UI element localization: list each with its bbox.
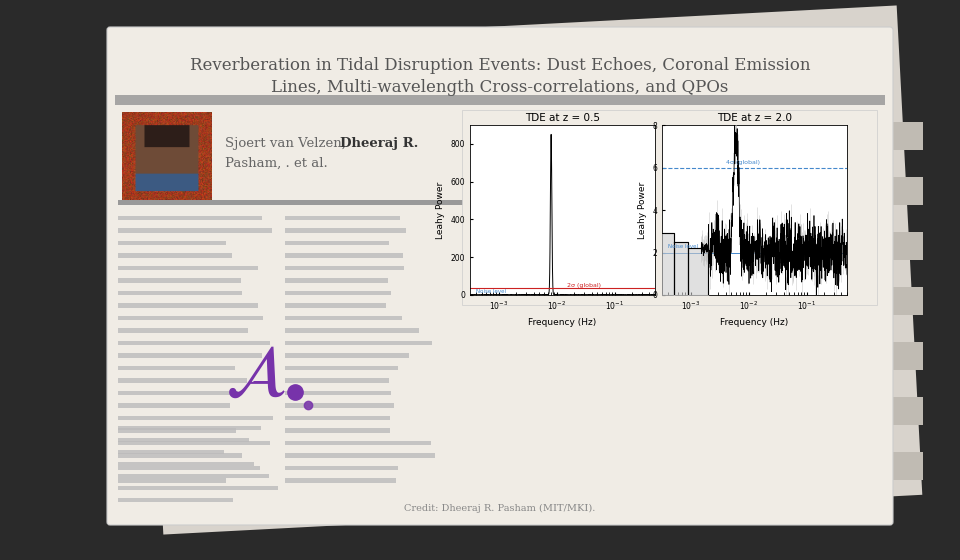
Bar: [118, 486, 277, 490]
Bar: [285, 278, 388, 282]
Bar: [645, 146, 753, 150]
Bar: [645, 113, 746, 117]
Bar: [285, 228, 406, 232]
Bar: [285, 478, 396, 483]
Bar: [118, 450, 224, 454]
X-axis label: Frequency (Hz): Frequency (Hz): [528, 318, 596, 327]
X-axis label: Frequency (Hz): Frequency (Hz): [720, 318, 788, 327]
Bar: [285, 253, 403, 258]
Text: $\mathcal{A}$: $\mathcal{A}$: [225, 340, 285, 409]
Bar: [118, 366, 235, 370]
Bar: [285, 303, 386, 307]
Bar: [118, 253, 232, 258]
Bar: [885, 397, 923, 425]
Bar: [285, 353, 409, 357]
Bar: [118, 315, 263, 320]
Bar: [490, 146, 601, 150]
Bar: [285, 315, 402, 320]
Bar: [285, 328, 419, 333]
FancyBboxPatch shape: [107, 27, 893, 525]
Bar: [285, 378, 389, 382]
Bar: [118, 426, 261, 430]
Bar: [885, 287, 923, 315]
Bar: [490, 124, 590, 128]
Polygon shape: [137, 6, 923, 535]
Bar: [285, 240, 389, 245]
Bar: [118, 453, 242, 458]
Bar: [118, 328, 249, 333]
Bar: [645, 134, 769, 139]
Bar: [118, 216, 262, 220]
Bar: [285, 441, 431, 445]
Bar: [885, 232, 923, 260]
Text: Sjoert van Velzen,: Sjoert van Velzen,: [225, 137, 354, 150]
Text: Lines, Multi-wavelength Cross-correlations, and QPOs: Lines, Multi-wavelength Cross-correlatio…: [272, 78, 729, 96]
Bar: [885, 177, 923, 205]
Text: 4σ (global): 4σ (global): [726, 160, 759, 165]
Bar: [118, 200, 473, 205]
Bar: [118, 478, 226, 483]
Bar: [462, 110, 877, 305]
Bar: [285, 416, 390, 420]
Bar: [118, 303, 258, 307]
Text: Noise level: Noise level: [668, 244, 698, 249]
Bar: [285, 366, 397, 370]
Y-axis label: Leahy Power: Leahy Power: [436, 181, 444, 239]
Bar: [490, 134, 604, 139]
Bar: [115, 95, 885, 105]
Bar: [490, 156, 582, 161]
Bar: [118, 340, 270, 345]
Bar: [118, 403, 230, 408]
Bar: [118, 291, 242, 295]
Bar: [285, 390, 391, 395]
Bar: [118, 441, 270, 445]
Bar: [645, 156, 756, 161]
Bar: [285, 291, 392, 295]
Bar: [285, 453, 435, 458]
Bar: [285, 340, 432, 345]
Bar: [118, 278, 242, 282]
Bar: [118, 474, 270, 478]
Bar: [285, 465, 397, 470]
Bar: [118, 461, 253, 466]
Bar: [118, 416, 273, 420]
Bar: [885, 342, 923, 370]
Text: Noise level: Noise level: [476, 289, 506, 294]
Bar: [118, 240, 226, 245]
Title: TDE at z = 0.5: TDE at z = 0.5: [525, 113, 600, 123]
Bar: [285, 265, 403, 270]
Text: 2σ (global): 2σ (global): [567, 283, 601, 288]
Bar: [285, 216, 400, 220]
Bar: [118, 437, 250, 442]
Text: Pasham, . et al.: Pasham, . et al.: [225, 156, 327, 170]
Bar: [885, 122, 923, 150]
Y-axis label: Leahy Power: Leahy Power: [637, 181, 647, 239]
Text: Reverberation in Tidal Disruption Events: Dust Echoes, Coronal Emission: Reverberation in Tidal Disruption Events…: [190, 58, 810, 74]
Bar: [118, 353, 262, 357]
Bar: [118, 497, 233, 502]
Bar: [285, 428, 390, 432]
Bar: [118, 390, 238, 395]
Bar: [118, 265, 258, 270]
Bar: [645, 124, 758, 128]
Text: Credit: Dheeraj R. Pasham (MIT/MKI).: Credit: Dheeraj R. Pasham (MIT/MKI).: [404, 503, 596, 512]
Bar: [885, 452, 923, 480]
Title: TDE at z = 2.0: TDE at z = 2.0: [717, 113, 792, 123]
Text: Dheeraj R.: Dheeraj R.: [340, 137, 419, 150]
Bar: [118, 465, 260, 470]
Bar: [285, 403, 395, 408]
Bar: [118, 378, 248, 382]
Bar: [118, 428, 236, 432]
Bar: [118, 228, 273, 232]
Bar: [490, 113, 614, 117]
